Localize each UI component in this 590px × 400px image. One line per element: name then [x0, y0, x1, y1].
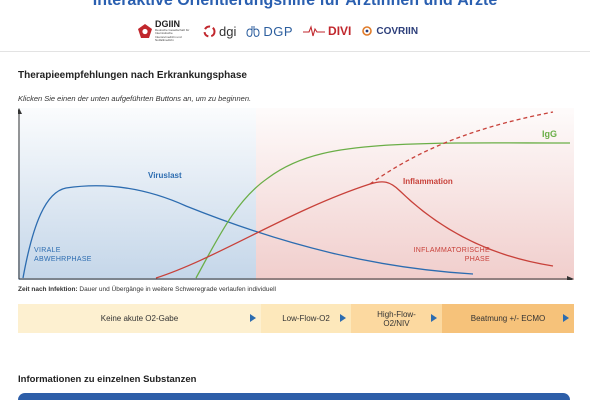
time-axis-caption-rest: Dauer und Übergänge in weitere Schweregr… — [77, 286, 276, 293]
heartbeat-icon — [303, 25, 326, 37]
inflammatory-phase-label-line2: PHASE — [465, 256, 490, 263]
dgiin-logo-text: DGIIN — [155, 18, 181, 29]
igg-curve — [195, 142, 571, 279]
substances-accordion-bar[interactable] — [18, 393, 570, 400]
time-axis-caption: Zeit nach Infektion: Dauer und Übergänge… — [18, 286, 276, 293]
header-divider — [0, 51, 590, 52]
y-axis-arrow-icon — [18, 108, 22, 114]
disease-course-svg: Viruslast IgG Inflammation VIRALE ABWEHR… — [18, 108, 574, 280]
phase-button-label-line1: High-Flow- — [377, 309, 416, 319]
dgp-logo: DGP — [246, 24, 293, 39]
divi-logo-text: DIVI — [328, 24, 352, 38]
dgi-swirl-icon — [203, 25, 216, 37]
dgi-logo-text: dgi — [219, 23, 237, 39]
partner-logos: DGIIN Deutsche Gesellschaft für Internis… — [138, 19, 418, 43]
phase-button-label-line2: O2/NIV — [383, 318, 410, 328]
play-arrow-icon — [563, 314, 569, 322]
phase-button-label: Low-Flow-O2 — [282, 314, 330, 323]
therapy-section-title: Therapieempfehlungen nach Erkrankungspha… — [18, 70, 247, 81]
inflammatory-phase-label-line1: INFLAMMATORISCHE — [414, 247, 491, 254]
inflammatory-phase-area — [256, 108, 574, 280]
instruction-text: Klicken Sie einen der unten aufgeführten… — [18, 94, 252, 103]
divi-logo: DIVI — [303, 24, 351, 38]
viral-phase-area — [18, 108, 256, 280]
inflammation-label: Inflammation — [403, 177, 453, 186]
substances-heading: Informationen zu einzelnen Substanzen — [18, 374, 197, 385]
viral-phase-label-line1: VIRALE — [34, 247, 61, 254]
dgp-logo-text: DGP — [263, 23, 294, 39]
disease-course-diagram: Viruslast IgG Inflammation VIRALE ABWEHR… — [18, 108, 574, 280]
igg-label: IgG — [542, 129, 557, 139]
dgiin-emblem-icon — [138, 24, 152, 38]
inflammation-curve — [155, 181, 554, 279]
play-arrow-icon — [250, 314, 256, 322]
covriin-logo-text: COVRIIN — [376, 25, 419, 37]
phase-button-bar: Keine akute O2-Gabe Low-Flow-O2 High-Flo… — [18, 304, 574, 333]
phase-button-label: Beatmung +/- ECMO — [470, 314, 546, 323]
phase-button-low-flow-o2[interactable]: Low-Flow-O2 — [261, 304, 351, 333]
viral-phase-label-line2: ABWEHRPHASE — [34, 256, 92, 263]
virus-icon — [362, 26, 373, 36]
phase-button-keine-o2[interactable]: Keine akute O2-Gabe — [18, 304, 261, 333]
page-title: Interaktive Orientierungshilfe für Ärzti… — [92, 0, 498, 9]
time-axis-caption-bold: Zeit nach Infektion: — [18, 286, 78, 293]
phase-button-label: High-Flow- O2/NIV — [377, 310, 416, 328]
viruslast-curve — [22, 185, 474, 279]
play-arrow-icon — [340, 314, 346, 322]
x-axis-arrow-icon — [567, 276, 574, 280]
dgiin-logo-subtext: Deutsche Gesellschaft für Internistische… — [155, 27, 190, 42]
play-arrow-icon — [431, 314, 437, 322]
phase-button-beatmung-ecmo[interactable]: Beatmung +/- ECMO — [442, 304, 574, 333]
dgi-logo: dgi — [203, 24, 236, 39]
covriin-logo: COVRIIN — [361, 25, 418, 37]
lungs-icon — [246, 25, 260, 37]
dgiin-logo: DGIIN Deutsche Gesellschaft für Internis… — [138, 18, 193, 43]
phase-button-label: Keine akute O2-Gabe — [100, 314, 179, 323]
viruslast-label: Viruslast — [148, 171, 182, 180]
phase-button-high-flow-o2-niv[interactable]: High-Flow- O2/NIV — [351, 304, 442, 333]
